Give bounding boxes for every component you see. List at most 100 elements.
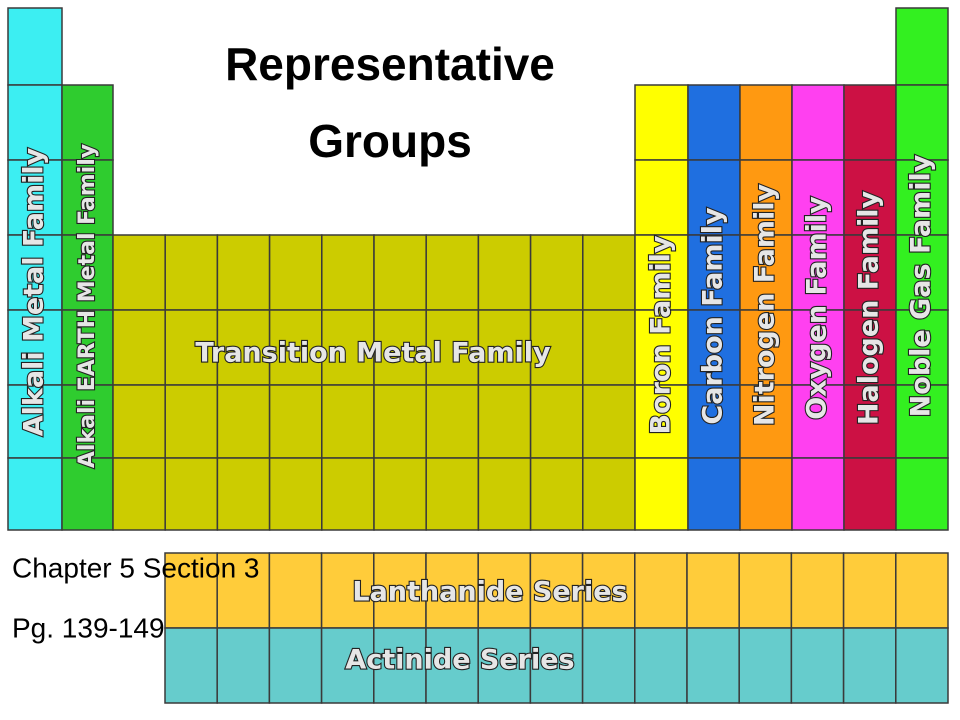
element-cell (373, 234, 427, 311)
family-label: Carbon Family (698, 207, 729, 425)
element-cell (739, 457, 793, 531)
element-cell (634, 234, 689, 311)
element-cell (895, 234, 949, 311)
element-cell (112, 457, 166, 531)
element-cell (582, 309, 636, 386)
element-cell (687, 159, 741, 236)
element-cell (895, 309, 949, 386)
element-cell (581, 627, 636, 704)
element-cell (321, 309, 375, 386)
element-cell (686, 627, 740, 704)
element-cell (843, 159, 897, 236)
table-cells (7, 7, 949, 704)
family-label: Oxygen Family (802, 196, 833, 420)
element-cell (164, 384, 219, 459)
element-cell (791, 159, 845, 236)
family-label: Noble Gas Family (906, 154, 937, 417)
element-cell (529, 552, 584, 629)
element-cell (373, 627, 427, 704)
element-cell (739, 384, 793, 459)
family-label: Transition Metal Family (195, 338, 551, 369)
element-cell (791, 457, 845, 531)
element-cell (634, 552, 688, 629)
element-cell (164, 309, 219, 386)
element-cell (529, 234, 584, 311)
element-cell (843, 384, 897, 459)
element-cell (739, 159, 793, 236)
element-cell (216, 457, 271, 531)
element-cell (738, 552, 793, 629)
element-cell (739, 234, 793, 311)
element-cell (216, 384, 271, 459)
family-label: Alkali Metal Family (19, 147, 50, 436)
element-cell (321, 384, 375, 459)
family-label: Lanthanide Series (352, 577, 627, 608)
element-cell (791, 84, 845, 161)
element-cell (373, 552, 427, 629)
element-cell (582, 384, 636, 459)
element-cell (843, 457, 897, 531)
element-cell (61, 457, 114, 531)
element-cell (842, 627, 897, 704)
element-cell (373, 384, 427, 459)
element-cell (61, 384, 114, 459)
element-cell (477, 309, 532, 386)
element-cell (529, 457, 584, 531)
element-cell (216, 234, 271, 311)
element-cell (477, 234, 532, 311)
slide-title: Representative (225, 38, 555, 90)
element-cell (895, 7, 949, 86)
element-cell (739, 84, 793, 161)
element-cell (320, 552, 375, 629)
family-labels: Alkali Metal Family Alkali EARTH Metal F… (17, 143, 937, 677)
element-cell (7, 7, 63, 86)
element-cell (7, 384, 63, 459)
element-cell (634, 84, 689, 161)
subtitle: Chapter 5 Section 3 (12, 552, 260, 583)
subtitle: Pg. 139-149 (12, 612, 165, 643)
element-cell (164, 552, 218, 629)
element-cell (268, 627, 323, 704)
element-cell (843, 84, 897, 161)
element-cell (164, 457, 219, 531)
element-cell (582, 234, 636, 311)
element-cell (320, 627, 375, 704)
element-cell (529, 309, 584, 386)
family-label: Alkali EARTH Metal Family (75, 144, 100, 468)
element-cell (895, 457, 949, 531)
element-cell (112, 234, 166, 311)
element-cell (634, 627, 688, 704)
element-cell (686, 552, 740, 629)
element-cell (7, 84, 63, 161)
element-cell (164, 234, 219, 311)
element-cell (268, 234, 323, 311)
element-cell (582, 457, 636, 531)
element-cell (321, 234, 375, 311)
slide-title: Groups (308, 115, 472, 167)
element-cell (425, 457, 480, 531)
element-cell (791, 234, 845, 311)
element-cell (268, 309, 323, 386)
element-cell (895, 627, 949, 704)
family-label: Halogen Family (854, 191, 885, 426)
element-cell (895, 552, 949, 629)
element-cell (268, 457, 323, 531)
element-cell (477, 552, 532, 629)
element-cell (634, 457, 689, 531)
element-cell (268, 384, 323, 459)
element-cell (687, 84, 741, 161)
element-cell (425, 234, 480, 311)
element-cell (738, 627, 793, 704)
element-cell (843, 309, 897, 386)
element-cell (373, 457, 427, 531)
element-cell (7, 457, 63, 531)
element-cell (477, 627, 532, 704)
element-cell (112, 309, 166, 386)
element-cell (529, 384, 584, 459)
element-cell (477, 384, 532, 459)
element-cell (425, 384, 480, 459)
element-cell (842, 552, 897, 629)
element-cell (425, 627, 479, 704)
